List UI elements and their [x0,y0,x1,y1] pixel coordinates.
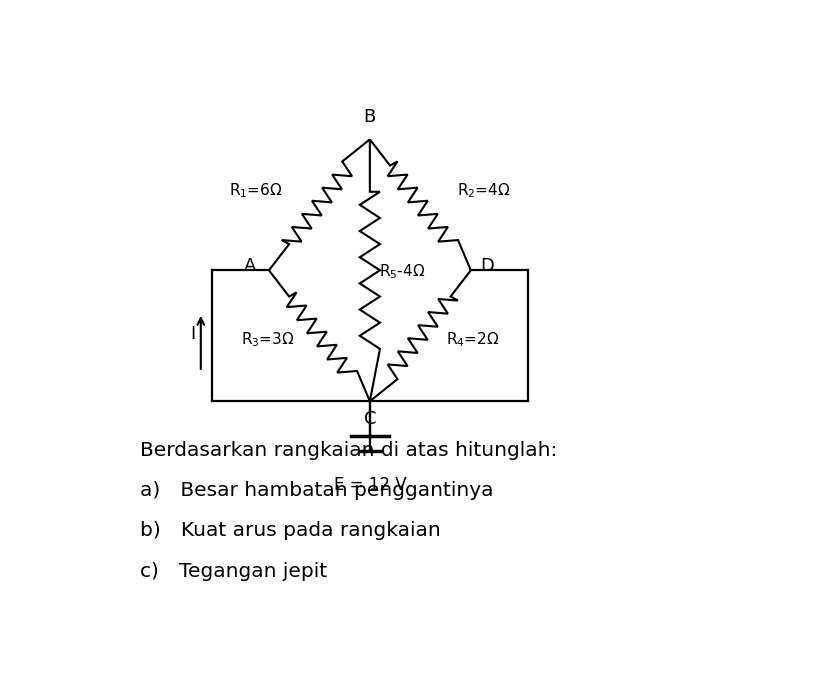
Text: A: A [244,257,256,275]
Text: B: B [364,108,376,126]
Text: a) Besar hambatan penggantinya: a) Besar hambatan penggantinya [140,482,493,500]
Text: R$_3$=3$\Omega$: R$_3$=3$\Omega$ [241,330,294,349]
Text: E = 12 V: E = 12 V [334,476,406,494]
Text: D: D [480,257,494,275]
Text: R$_1$=6$\Omega$: R$_1$=6$\Omega$ [230,181,282,199]
Text: C: C [364,410,376,428]
Text: I: I [190,325,195,344]
Text: R$_2$=4$\Omega$: R$_2$=4$\Omega$ [457,181,510,199]
Text: b) Kuat arus pada rangkaian: b) Kuat arus pada rangkaian [140,521,440,541]
Text: R$_4$=2$\Omega$: R$_4$=2$\Omega$ [445,330,499,349]
Text: Berdasarkan rangkaian di atas hitunglah:: Berdasarkan rangkaian di atas hitunglah: [140,441,557,460]
Text: R$_5$-4$\Omega$: R$_5$-4$\Omega$ [379,262,426,281]
Text: c) Tegangan jepit: c) Tegangan jepit [140,561,326,581]
